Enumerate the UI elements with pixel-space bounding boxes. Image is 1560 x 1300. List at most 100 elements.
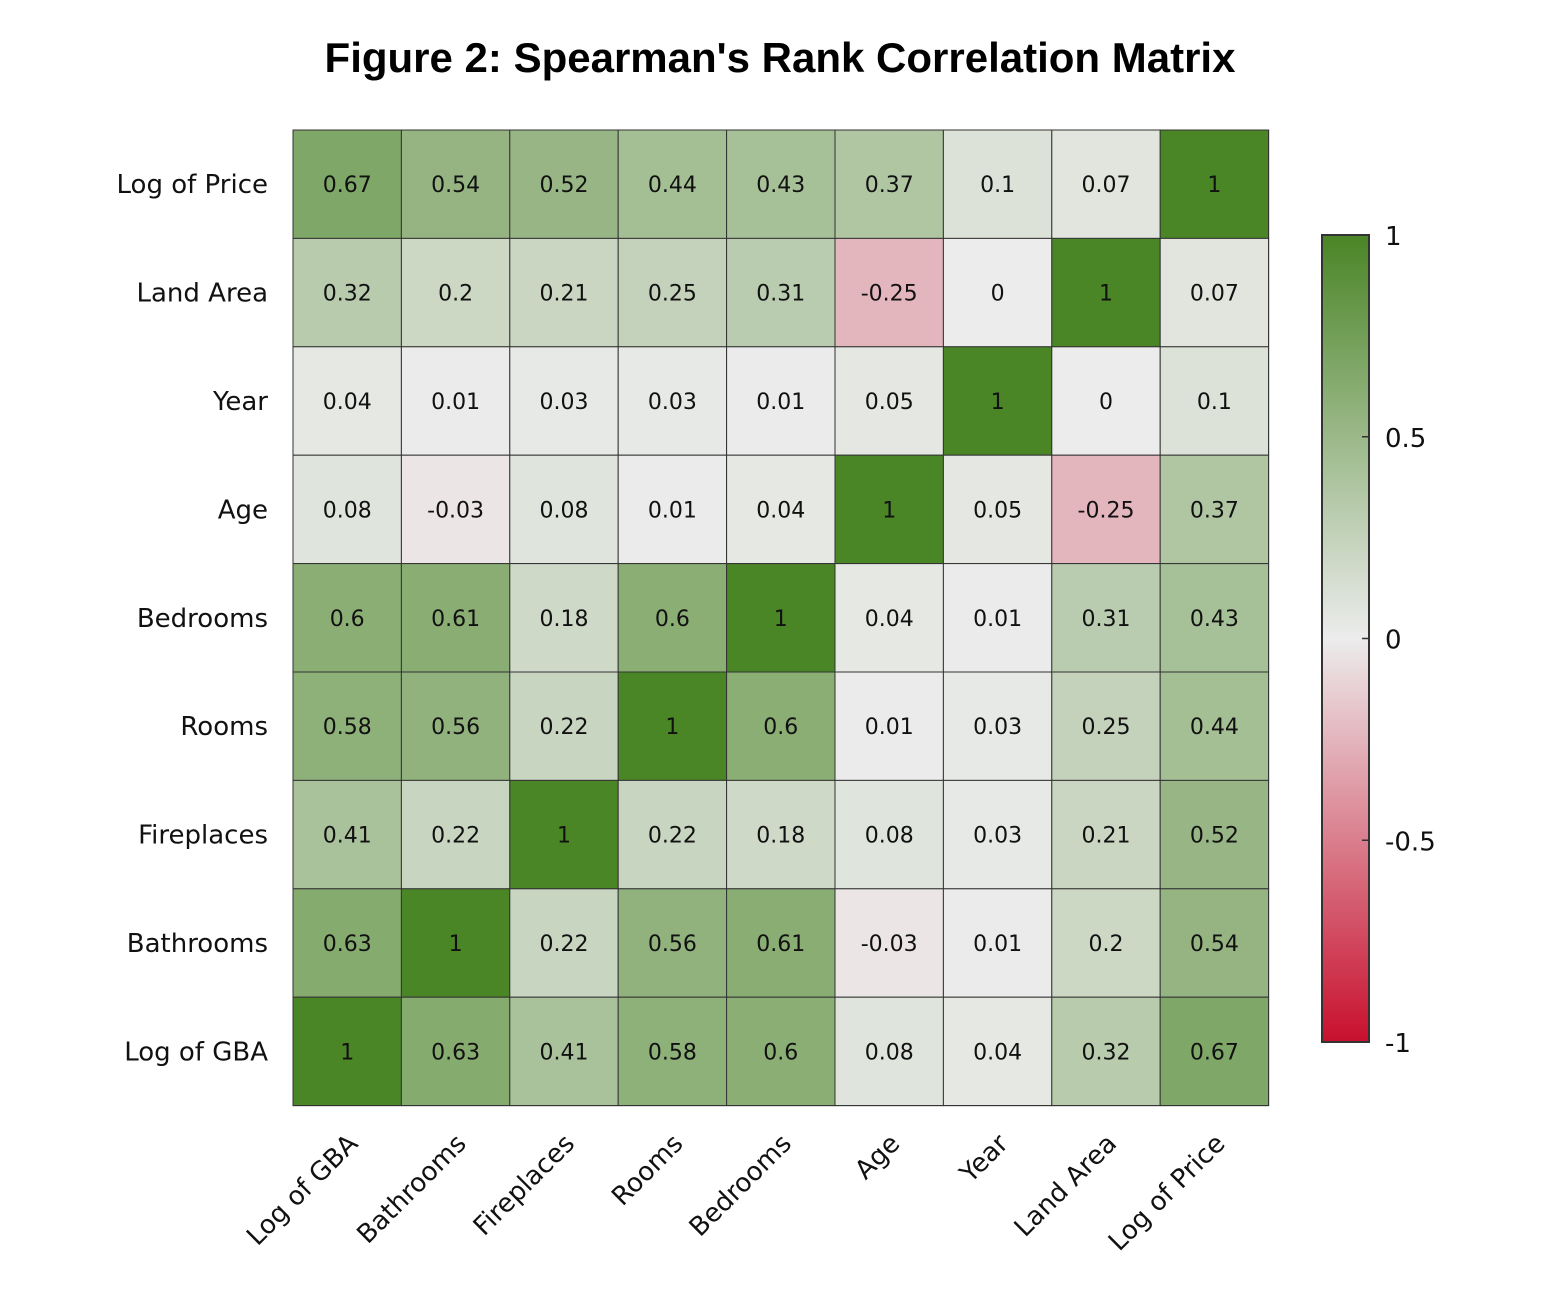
cell-value-label: 0.21 [540,282,589,307]
cell-value-label: 0.32 [1082,1040,1131,1065]
colorbar-tick-label: 0 [1385,626,1402,656]
heatmap-cell [1051,671,1161,781]
cell-value-label: 0.56 [648,932,697,957]
cell-value-label: 0.05 [973,498,1022,523]
heatmap-cell [834,563,944,673]
cell-value-label: 0.01 [431,390,480,415]
heatmap-cell [942,237,1053,348]
cell-value-label: 0.03 [540,390,589,415]
cell-value-label: 0.67 [1190,1040,1239,1065]
cell-value-label: 0.04 [323,390,372,415]
heatmap-cell [834,888,944,998]
cell-value-label: 0.6 [330,607,365,632]
cell-value-label: 0.05 [865,390,914,415]
cell-value-label: 0.43 [1190,607,1239,632]
heatmap-cell [292,346,402,456]
heatmap-cell [509,671,619,781]
column-label: Fireplaces [468,1129,581,1242]
cell-value-label: 1 [991,390,1005,415]
cell-value-label: 0.08 [540,498,589,523]
heatmap-cell [509,779,619,890]
heatmap-cell [726,779,836,890]
cell-value-label: 0.2 [438,282,473,307]
cell-value-label: 1 [1099,282,1113,307]
cell-value-label: 0.58 [323,715,372,740]
cell-value-label: 0.56 [431,715,480,740]
row-label: Age [218,495,268,525]
heatmap-cell [726,671,836,781]
cell-value-label: 0.37 [1190,498,1239,523]
column-label: Log of Price [1103,1129,1231,1257]
cell-value-label: 0.2 [1089,932,1124,957]
heatmap-cell [617,888,728,998]
heatmap-cell [292,454,402,565]
column-label: Bathrooms [351,1129,472,1250]
cell-value-label: 0.08 [865,824,914,849]
cell-value-label: 0.22 [540,715,589,740]
heatmap-cell [1051,454,1161,565]
cell-value-label: 0.58 [648,1040,697,1065]
cell-value-label: -0.25 [861,282,918,307]
heatmap-cell [292,671,402,781]
cell-value-label: 0.04 [973,1040,1022,1065]
cell-value-label: 1 [1207,173,1221,198]
heatmap-cell [509,996,619,1107]
heatmap-cell [509,563,619,673]
cell-value-label: 0.63 [323,932,372,957]
cell-value-label: 0.25 [648,282,697,307]
cell-value-label: 0.03 [973,824,1022,849]
cell-value-label: 0.44 [1190,715,1239,740]
column-label: Bedrooms [684,1129,798,1243]
heatmap-cell [292,237,402,348]
row-label: Land Area [137,279,269,309]
heatmap-cell [942,346,1053,456]
heatmap-cell [726,346,836,456]
heatmap-cell [400,129,511,239]
cell-value-label: 0.44 [648,173,697,198]
cell-value-label: -0.03 [427,498,484,523]
cell-value-label: 0.07 [1190,282,1239,307]
cell-value-label: 1 [665,715,679,740]
cell-value-label: 0.01 [648,498,697,523]
cell-value-label: 0.18 [540,607,589,632]
heatmap-cell [617,996,728,1107]
heatmap-cell [726,888,836,998]
cell-value-label: 0.32 [323,282,372,307]
heatmap-cell [726,129,836,239]
heatmap-cell [400,996,511,1107]
cell-value-label: 0.01 [973,607,1022,632]
cell-value-label: 0.25 [1082,715,1131,740]
heatmap-cell [834,996,944,1107]
heatmap-cell [400,563,511,673]
cell-value-label: 0.08 [323,498,372,523]
heatmap-cell [292,563,402,673]
heatmap-cell [942,888,1053,998]
cell-value-label: 0 [1099,390,1113,415]
heatmap-cell [1159,671,1270,781]
cell-value-label: 0.67 [323,173,372,198]
heatmap-cell [617,346,728,456]
heatmap-cell [1159,996,1270,1107]
cell-value-label: 0.22 [431,824,480,849]
heatmap-cell [617,671,728,781]
heatmap-cell [1159,346,1270,456]
cell-value-label: 0.1 [980,173,1015,198]
colorbar: 1 0.5 0 -0.5 -1 [1321,222,1436,1059]
cell-value-label: 0.01 [756,390,805,415]
heatmap-cell [400,671,511,781]
heatmap-cell [617,237,728,348]
heatmap-cell [1159,237,1270,348]
cell-value-label: 0 [991,282,1005,307]
cell-value-label: 0.6 [763,1040,798,1065]
heatmap-cell [292,129,402,239]
cell-value-label: 0.37 [865,173,914,198]
cell-value-label: 0.03 [973,715,1022,740]
cell-value-label: 0.1 [1197,390,1232,415]
cell-value-label: 0.04 [756,498,805,523]
heatmap-cell [509,237,619,348]
heatmap-cell [617,563,728,673]
row-label: Log of GBA [124,1037,268,1067]
heatmap-cell [1051,129,1161,239]
